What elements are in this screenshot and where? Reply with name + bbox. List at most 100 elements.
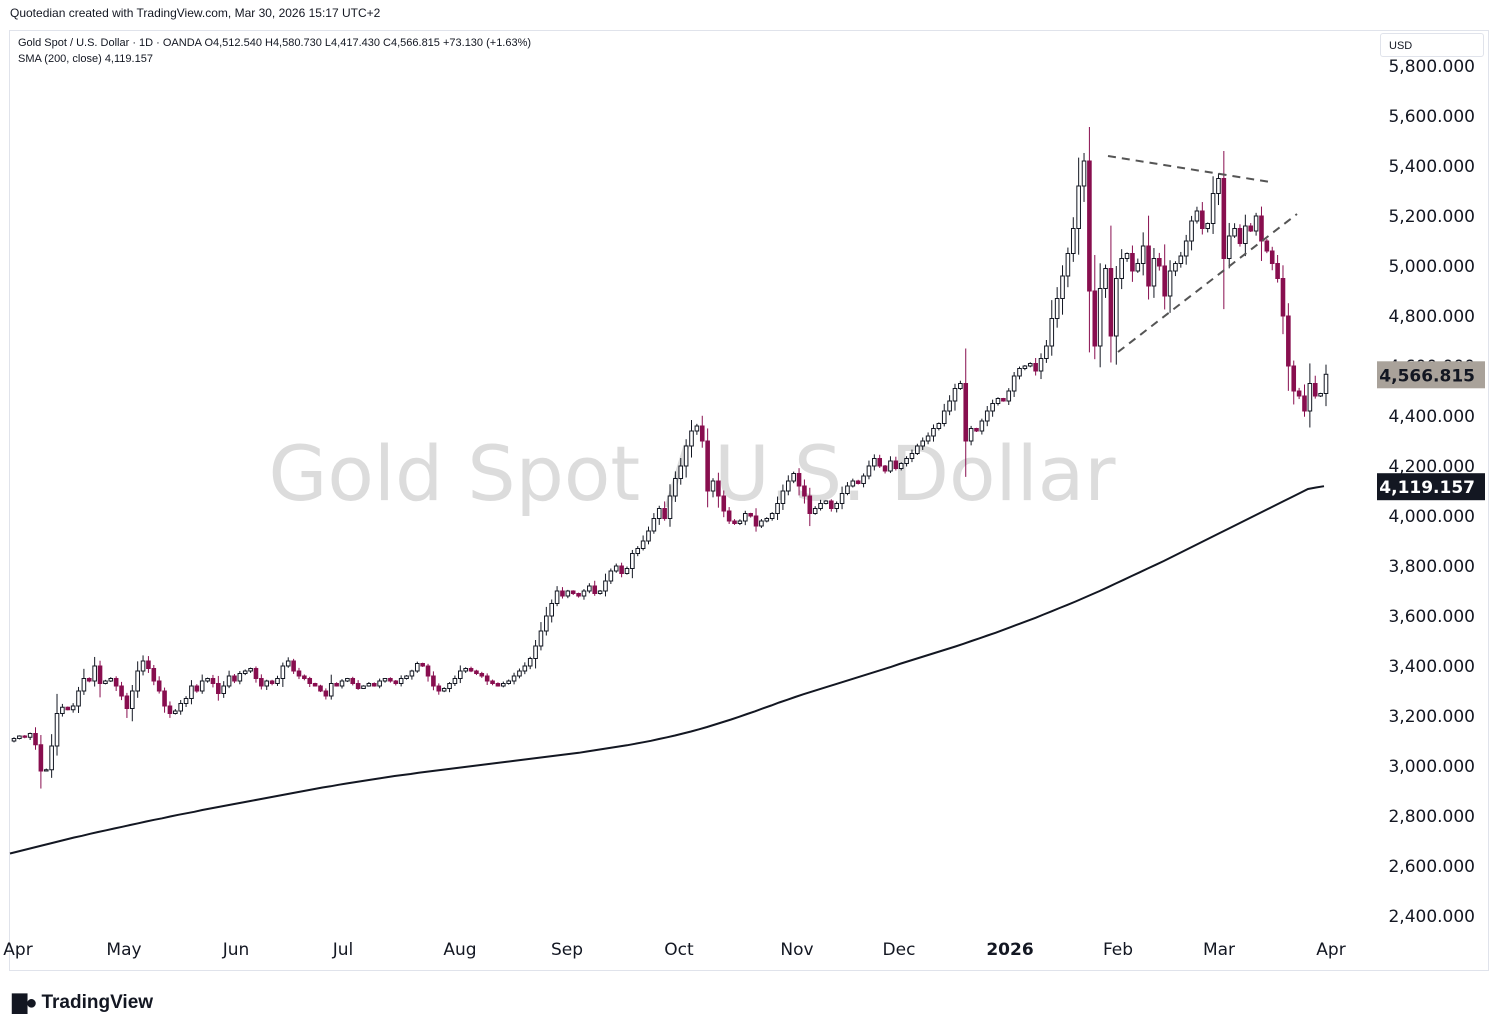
x-tick-label: Mar <box>1203 940 1235 960</box>
candle <box>587 583 592 594</box>
candle <box>630 549 635 579</box>
y-tick-label: 5,600.000 <box>1388 107 1475 127</box>
candle <box>1157 252 1162 271</box>
candle <box>173 709 178 715</box>
candle <box>479 671 485 678</box>
candle <box>839 486 845 510</box>
candle <box>49 734 54 778</box>
candle <box>393 679 399 686</box>
chart-frame <box>9 30 1489 971</box>
candle <box>205 677 210 683</box>
axis-price-labels: 4,566.815 4,119.157 <box>1377 361 1485 501</box>
candle <box>371 682 377 687</box>
candle <box>1178 251 1184 268</box>
candle <box>1022 365 1028 371</box>
sma-200-line[interactable] <box>9 485 1325 855</box>
candle <box>1312 375 1318 399</box>
candle <box>355 680 361 690</box>
candle <box>517 668 522 679</box>
candle <box>678 458 684 485</box>
candle <box>1232 223 1237 238</box>
candle <box>936 422 942 431</box>
candle <box>533 639 538 669</box>
candle <box>27 732 33 740</box>
candle <box>156 676 162 694</box>
candle <box>592 580 598 596</box>
candle <box>404 675 409 680</box>
candle <box>952 383 958 411</box>
y-tick-label: 2,800.000 <box>1388 807 1475 827</box>
candle <box>651 513 657 534</box>
candle <box>420 662 425 667</box>
candle <box>463 667 468 673</box>
candle <box>1081 152 1087 202</box>
candle <box>689 420 694 458</box>
candle <box>915 443 920 456</box>
candle <box>829 499 834 512</box>
candle <box>183 696 189 708</box>
candle <box>1264 238 1270 254</box>
candle <box>38 735 44 789</box>
candle <box>210 674 216 688</box>
candle <box>882 464 888 474</box>
sma-layer <box>9 485 1325 855</box>
candle <box>490 679 495 686</box>
candle <box>1140 232 1146 276</box>
candle <box>425 663 431 682</box>
candle <box>850 478 856 488</box>
price-axis[interactable]: 5,800.000 5,600.000 5,400.000 5,200.000 5,00… <box>1388 57 1475 927</box>
candle <box>113 676 119 691</box>
candle <box>328 674 334 700</box>
candle <box>1049 300 1055 356</box>
tradingview-brand[interactable]: ▇● TradingView <box>12 990 153 1015</box>
y-tick-label: 3,600.000 <box>1388 607 1475 627</box>
triangle-lower-trendline[interactable] <box>1117 213 1298 353</box>
candle <box>576 592 581 598</box>
candle <box>888 456 893 474</box>
candle <box>1113 266 1119 365</box>
trendlines-layer <box>1107 155 1298 353</box>
candle <box>264 679 270 690</box>
candle <box>129 684 135 722</box>
candle <box>522 662 528 675</box>
tradingview-logo-icon: ▇● <box>12 992 38 1014</box>
candle <box>495 682 501 687</box>
candle <box>1124 252 1130 262</box>
triangle-upper-trendline[interactable] <box>1107 155 1271 183</box>
currency-selector[interactable]: USD <box>1380 33 1484 57</box>
candle <box>199 674 205 694</box>
chart-legend: Gold Spot / U.S. Dollar · 1D · OANDA O4,… <box>18 35 531 67</box>
time-axis[interactable]: Apr May Jun Jul Aug Sep Oct Nov Dec 2026 Feb Mar Apr <box>3 940 1345 960</box>
candle <box>457 665 463 684</box>
candle <box>968 425 974 446</box>
candle <box>97 660 103 698</box>
candle <box>178 700 183 715</box>
candle <box>705 428 710 508</box>
candle <box>1017 366 1022 380</box>
candle <box>1221 150 1227 310</box>
candle <box>791 471 796 484</box>
candle <box>893 456 899 471</box>
candle <box>1011 371 1017 397</box>
candle <box>474 669 479 676</box>
chart-caption: Quotedian created with TradingView.com, … <box>10 6 381 20</box>
candle <box>947 395 952 416</box>
candle <box>673 471 678 502</box>
candle <box>1248 223 1254 233</box>
candle <box>597 589 603 595</box>
y-tick-label: 3,800.000 <box>1388 557 1475 577</box>
candle <box>872 454 877 471</box>
candle <box>318 684 323 693</box>
x-tick-label: Aug <box>443 940 476 960</box>
candle <box>1070 217 1076 262</box>
candle <box>431 671 436 691</box>
candle <box>237 671 243 685</box>
candle <box>1076 157 1081 255</box>
candle <box>1237 224 1243 247</box>
candle <box>845 482 850 496</box>
candle <box>103 679 108 685</box>
candle <box>909 449 915 463</box>
x-tick-label: Sep <box>551 940 583 960</box>
candle <box>194 684 200 693</box>
